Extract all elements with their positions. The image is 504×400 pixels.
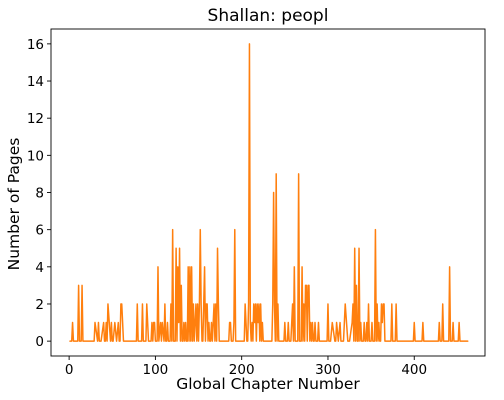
chart-title: Shallan: peopl <box>208 6 329 26</box>
plot-frame <box>50 28 486 357</box>
plot-area: 0 100 200 300 400 0 2 4 6 8 10 12 14 16 <box>27 28 486 378</box>
x-tick-label: 100 <box>143 362 169 378</box>
x-tick-label: 400 <box>401 362 427 378</box>
y-tick-label: 2 <box>35 297 44 313</box>
series-line <box>69 43 469 342</box>
x-axis-title: Global Chapter Number <box>176 375 360 393</box>
y-tick-label: 8 <box>35 186 44 202</box>
x-tick-label: 0 <box>65 362 74 378</box>
x-tick-label: 200 <box>229 362 255 378</box>
y-tick-label: 6 <box>35 223 44 239</box>
y-tick-label: 16 <box>27 37 44 53</box>
y-tick-label: 0 <box>35 334 44 350</box>
x-tick-label: 300 <box>315 362 341 378</box>
y-tick-label: 10 <box>27 148 44 164</box>
y-tick-label: 12 <box>27 111 44 127</box>
y-tick-label: 14 <box>27 74 44 90</box>
y-tick-label: 4 <box>35 260 44 276</box>
y-axis-title: Number of Pages <box>5 138 23 271</box>
